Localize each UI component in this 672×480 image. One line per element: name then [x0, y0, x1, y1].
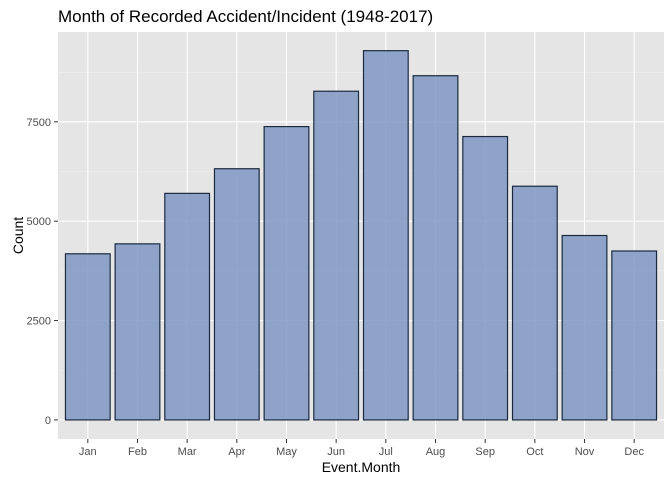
- bar-sep: [462, 135, 509, 421]
- y-tick-label: 0: [45, 415, 51, 427]
- bars: [64, 50, 658, 421]
- x-tick-label: Mar: [178, 446, 197, 458]
- chart-title: Month of Recorded Accident/Incident (194…: [58, 7, 433, 26]
- bar-jun: [313, 90, 360, 421]
- y-tick-label: 7500: [27, 117, 51, 129]
- x-tick-label: Sep: [475, 446, 495, 458]
- bar-feb: [114, 243, 161, 421]
- x-tick-label: Aug: [426, 446, 446, 458]
- bar-may: [263, 125, 310, 421]
- x-tick-label: Oct: [526, 446, 543, 458]
- x-tick-label: Jul: [379, 446, 393, 458]
- bar-dec: [611, 250, 658, 421]
- y-axis: 0 2500 5000 7500: [27, 117, 58, 427]
- x-tick-label: Jun: [327, 446, 345, 458]
- bar-jan: [64, 253, 111, 421]
- x-tick-label: Feb: [128, 446, 147, 458]
- x-tick-label: May: [276, 446, 297, 458]
- bar-aug: [412, 75, 459, 421]
- bar-oct: [511, 185, 558, 421]
- y-tick-label: 2500: [27, 316, 51, 328]
- bar-apr: [213, 168, 260, 421]
- x-axis-label: Event.Month: [322, 459, 401, 475]
- y-tick-label: 5000: [27, 216, 51, 228]
- x-tick-label: Jan: [79, 446, 97, 458]
- y-axis-label: Count: [10, 217, 26, 254]
- x-tick-label: Nov: [575, 446, 595, 458]
- bar-nov: [561, 234, 608, 421]
- x-tick-label: Apr: [228, 446, 245, 458]
- x-axis: Jan Feb Mar Apr May Jun Jul Aug Sep Oct Nov Dec: [79, 439, 644, 458]
- bar-mar: [164, 192, 211, 421]
- bar-jul: [362, 50, 409, 421]
- x-tick-label: Dec: [624, 446, 644, 458]
